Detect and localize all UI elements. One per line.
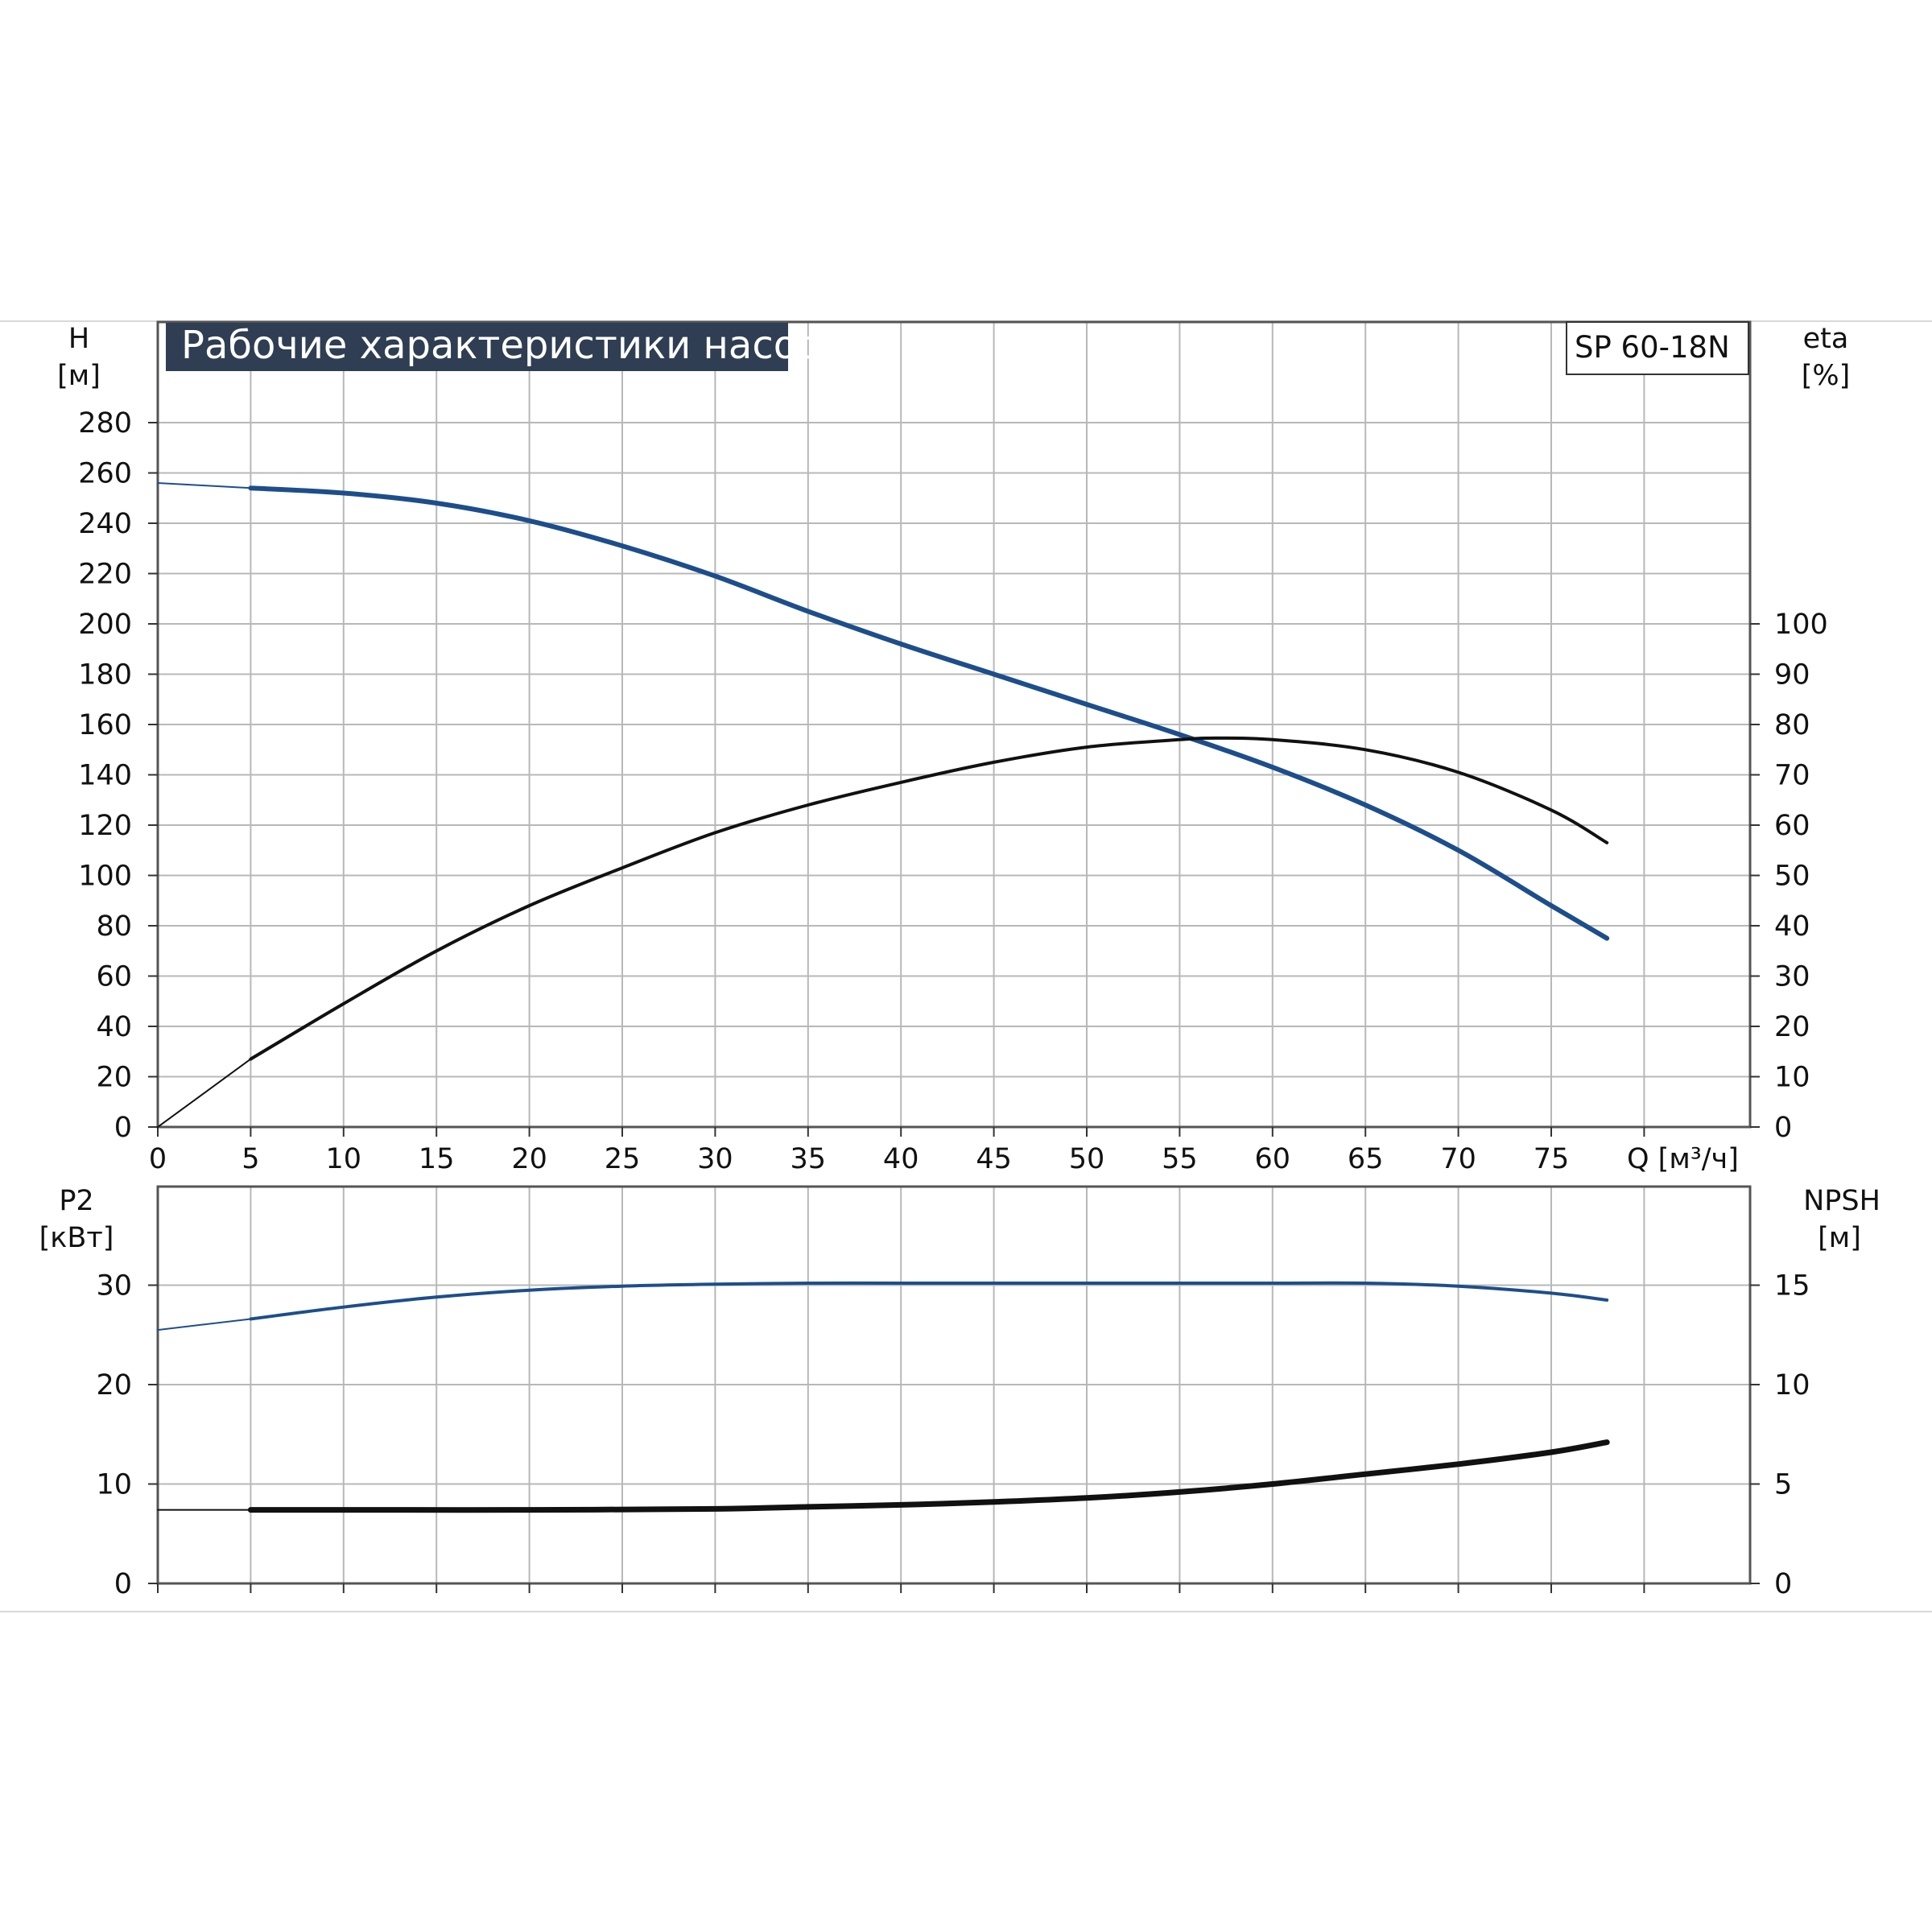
p2-axis-title-line2: [кВт] [39, 1222, 114, 1254]
p2-axis-title-line1: P2 [59, 1185, 93, 1217]
y-left-tick-label: 100 [78, 861, 132, 893]
x-tick-label: 50 [1069, 1143, 1105, 1175]
head-curve-thin [157, 482, 252, 489]
p2-tick-label: 30 [96, 1270, 132, 1302]
x-tick-label: 35 [791, 1143, 827, 1175]
y-left-tick-label: 80 [96, 910, 132, 943]
model-label-box [1566, 321, 1749, 375]
chart-title: Рабочие характеристики насоса [181, 323, 842, 368]
x-tick-label: 5 [242, 1143, 259, 1175]
y-left-axis-title-line2: [м] [57, 360, 101, 392]
bottom-chart-ticks: 0 10 20 30 0 5 10 15 [96, 1270, 1810, 1601]
p2-tick-label: 20 [96, 1369, 132, 1402]
y-left-tick-label: 220 [78, 559, 132, 591]
x-tick-label: 20 [511, 1143, 547, 1175]
x-tick-label: 0 [149, 1143, 167, 1175]
chart-title-box [166, 323, 788, 371]
y-right-tick-label: 20 [1774, 1011, 1810, 1043]
p2-tick-label: 10 [96, 1469, 132, 1501]
top-chart-grid [158, 322, 1750, 1127]
p2-tick-label: 0 [114, 1568, 132, 1600]
x-tick-label: 55 [1162, 1143, 1198, 1175]
npsh-tick-label: 5 [1774, 1469, 1792, 1501]
top-chart-ticks: 0204060801001201401601802002202402602800… [78, 407, 1828, 1175]
y-right-tick-label: 80 [1774, 709, 1810, 741]
efficiency-curve [249, 736, 1609, 1061]
npsh-axis-title-line1: NPSH [1803, 1185, 1880, 1217]
y-left-tick-label: 240 [78, 508, 132, 540]
npsh-tick-label: 10 [1774, 1369, 1810, 1402]
bottom-chart-series [157, 1281, 1610, 1513]
y-right-tick-label: 100 [1774, 609, 1828, 641]
x-tick-label: 70 [1440, 1143, 1476, 1175]
y-left-tick-label: 60 [96, 961, 132, 993]
y-left-tick-label: 140 [78, 760, 132, 792]
y-left-tick-label: 120 [78, 810, 132, 842]
x-tick-label: 10 [326, 1143, 362, 1175]
head-curve [248, 485, 1610, 941]
x-tick-label: 45 [976, 1143, 1012, 1175]
npsh-tick-label: 15 [1774, 1270, 1810, 1302]
y-left-tick-label: 180 [78, 659, 132, 691]
bottom-chart-grid [158, 1187, 1750, 1583]
model-label: SP 60-18N [1575, 330, 1730, 365]
y-left-tick-label: 260 [78, 458, 132, 490]
power-curve [249, 1281, 1609, 1321]
y-right-tick-label: 70 [1774, 760, 1810, 792]
y-right-tick-label: 10 [1774, 1062, 1810, 1094]
y-right-tick-label: 40 [1774, 910, 1810, 943]
power-curve-thin [157, 1318, 252, 1331]
y-right-axis-title-line1: eta [1803, 323, 1849, 355]
x-tick-label: 25 [605, 1143, 641, 1175]
x-tick-label: 65 [1348, 1143, 1384, 1175]
y-right-axis-title-line2: [%] [1802, 360, 1851, 392]
x-tick-label: 40 [883, 1143, 919, 1175]
y-left-tick-label: 160 [78, 709, 132, 741]
y-left-tick-label: 20 [96, 1062, 132, 1094]
x-tick-label: 15 [419, 1143, 455, 1175]
x-axis-title: Q [м³/ч] [1627, 1143, 1739, 1175]
y-right-tick-label: 90 [1774, 659, 1810, 691]
y-left-tick-label: 200 [78, 609, 132, 641]
npsh-axis-title-line2: [м] [1818, 1222, 1861, 1254]
y-left-tick-label: 0 [114, 1112, 132, 1144]
x-tick-label: 60 [1255, 1143, 1291, 1175]
npsh-tick-label: 0 [1774, 1568, 1792, 1600]
y-left-axis-title-line1: H [68, 323, 89, 355]
y-right-tick-label: 30 [1774, 961, 1810, 993]
y-left-tick-label: 280 [78, 407, 132, 440]
x-tick-label: 30 [697, 1143, 733, 1175]
top-chart-series [157, 482, 1610, 1128]
y-right-tick-label: 50 [1774, 861, 1810, 893]
y-left-tick-label: 40 [96, 1011, 132, 1043]
npsh-curve [247, 1439, 1610, 1513]
efficiency-curve-thin [157, 1058, 252, 1128]
y-right-tick-label: 0 [1774, 1112, 1792, 1144]
x-tick-label: 75 [1534, 1143, 1570, 1175]
y-right-tick-label: 60 [1774, 810, 1810, 842]
